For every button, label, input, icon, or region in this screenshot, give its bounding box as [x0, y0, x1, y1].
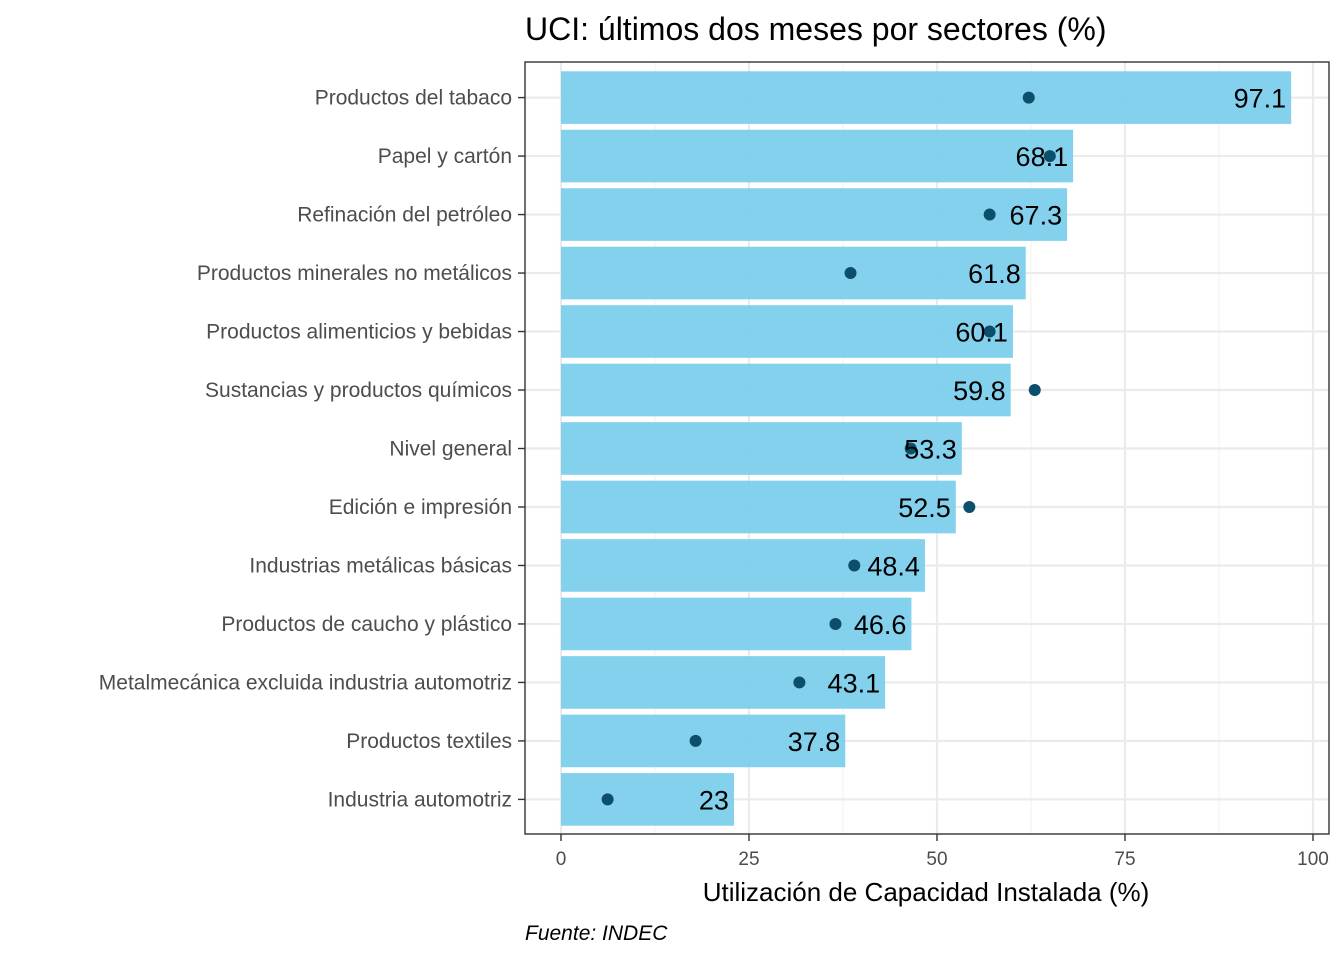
point [689, 734, 702, 747]
category-label: Productos del tabaco [315, 87, 512, 110]
point [601, 793, 614, 806]
x-tick-label: 0 [556, 849, 567, 870]
x-tick-label: 50 [926, 849, 947, 870]
bar-value-label: 37.8 [788, 727, 841, 757]
category-label: Edición e impresión [329, 496, 512, 519]
x-axis-title: Utilización de Capacidad Instalada (%) [703, 877, 1150, 907]
category-label: Industria automotriz [328, 788, 512, 811]
category-label: Productos minerales no metálicos [197, 262, 512, 285]
bar [561, 656, 886, 709]
point [963, 500, 976, 513]
chart-caption: Fuente: INDEC [525, 922, 668, 945]
point [983, 208, 996, 221]
bar-value-label: 52.5 [898, 493, 951, 523]
bar-value-label: 68.1 [1016, 142, 1069, 172]
bar-value-label: 23 [699, 785, 729, 815]
category-label: Industrias metálicas básicas [249, 554, 512, 577]
point [1028, 384, 1041, 397]
category-label: Productos de caucho y plástico [221, 613, 512, 636]
chart-title: UCI: últimos dos meses por sectores (%) [525, 11, 1107, 47]
bar [561, 422, 962, 475]
bar [561, 539, 925, 592]
category-label: Refinación del petróleo [297, 204, 512, 227]
bar [561, 480, 956, 534]
bar-value-label: 46.6 [854, 610, 907, 640]
bar [561, 129, 1074, 183]
x-tick-label: 75 [1114, 849, 1135, 870]
point [1043, 150, 1056, 163]
bar-value-label: 60.1 [955, 318, 1008, 348]
bar-value-label: 48.4 [867, 551, 920, 581]
category-label: Metalmecánica excluida industria automot… [99, 671, 512, 694]
point [848, 559, 861, 572]
bar [561, 305, 1013, 358]
x-tick-label: 25 [738, 849, 759, 870]
bar-value-label: 97.1 [1234, 84, 1287, 114]
category-label: Nivel general [389, 438, 512, 461]
x-tick-label: 100 [1297, 849, 1329, 870]
bar [561, 71, 1292, 124]
bar-value-label: 43.1 [828, 668, 881, 698]
bar [561, 363, 1011, 417]
bar-value-label: 59.8 [953, 376, 1006, 406]
bar [561, 714, 846, 768]
category-label: Papel y cartón [378, 145, 512, 168]
point [1022, 91, 1035, 104]
bar [561, 597, 912, 651]
bar [561, 246, 1026, 300]
point [904, 442, 917, 455]
bar-value-label: 61.8 [968, 259, 1021, 289]
point [844, 267, 857, 280]
point [829, 617, 842, 630]
point [983, 325, 996, 338]
bar [561, 773, 734, 826]
bar [561, 188, 1068, 241]
category-label: Productos textiles [346, 730, 512, 753]
category-label: Productos alimenticios y bebidas [206, 321, 512, 344]
category-label: Sustancias y productos químicos [205, 379, 512, 402]
bar-value-label: 67.3 [1010, 201, 1063, 231]
bar-value-label: 53.3 [904, 435, 957, 465]
point [793, 676, 806, 689]
